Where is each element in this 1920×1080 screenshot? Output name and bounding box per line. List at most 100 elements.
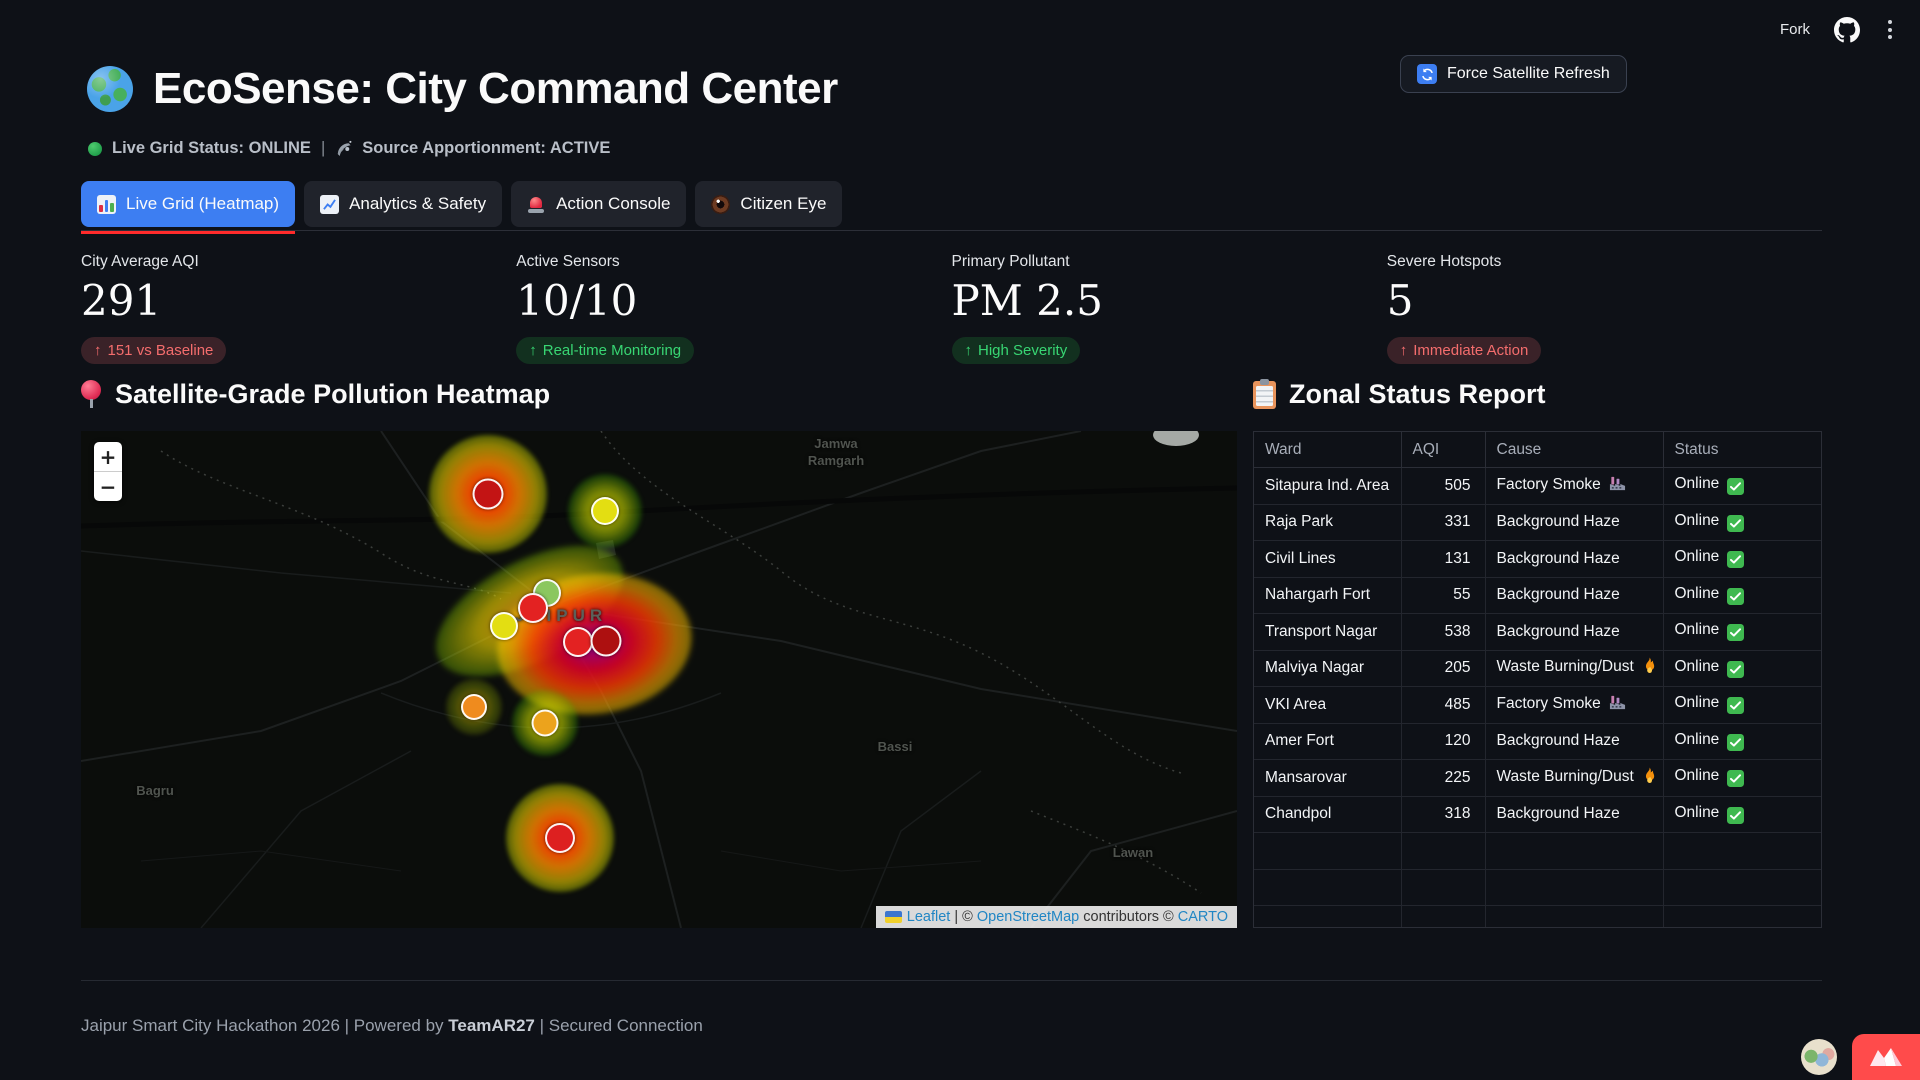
cause-text: Background Haze [1496,805,1620,823]
metric-primary-pollutant: Primary Pollutant PM 2.5 ↑ High Severity [951,253,1387,364]
status-cell: Online [1663,540,1821,578]
empty-cell [1485,905,1664,927]
tab-bar: Live Grid (Heatmap) Analytics & Safety Act… [81,181,1822,234]
status-cell: Online [1663,613,1821,651]
delta-text: 151 vs Baseline [107,341,214,359]
tab-analytics-safety[interactable]: Analytics & Safety [304,181,503,227]
metric-delta: ↑ Immediate Action [1386,336,1542,364]
cause-cell: Background Haze [1485,613,1664,651]
openstreetmap-link[interactable]: OpenStreetMap [976,909,1080,925]
zonal-status-table[interactable]: Ward AQI Cause Status Sitapura Ind. Area 505… [1253,431,1822,928]
green-dot-icon [88,141,102,156]
pollution-heatmap-map[interactable]: Jamwa Ramgarh JAIPUR Bassi Bagru Lawan + − Le… [81,431,1237,928]
aqi-cell: 485 [1401,686,1486,724]
empty-cell [1254,905,1402,927]
main-content: Force Satellite Refresh EcoSense: City C… [81,0,1822,1080]
metric-active-sensors: Active Sensors 10/10 ↑ Real-time Monitoring [516,253,951,364]
fork-button[interactable]: Fork [1780,21,1810,38]
column-header-aqi: AQI [1401,432,1486,468]
check-icon [1727,624,1745,642]
github-icon[interactable] [1834,16,1860,43]
table-row: Amer Fort 120 Background Haze Online [1254,723,1821,760]
satellite-antenna-icon [335,140,352,157]
status-cell: Online [1663,467,1821,505]
sensor-marker[interactable] [591,497,619,525]
status-text: Online [1674,475,1720,493]
table-row: Transport Nagar 538 Background Haze Online [1254,613,1821,651]
tab-citizen-eye[interactable]: Citizen Eye [695,181,843,227]
status-text: Online [1674,584,1720,602]
sensor-marker[interactable] [518,593,548,623]
empty-cell [1254,869,1402,906]
tab-label: Live Grid (Heatmap) [126,194,280,213]
tab-label: Citizen Eye [740,194,827,213]
factory-icon [1609,694,1626,716]
status-text: Online [1674,657,1720,675]
metric-value: 5 [1386,276,1414,325]
sensor-marker[interactable] [490,612,518,640]
bar-chart-icon [97,194,116,214]
metric-delta: ↑ Real-time Monitoring [516,336,695,364]
zoom-out-button[interactable]: − [99,474,117,499]
delta-arrow-icon: ↑ [964,341,973,359]
streamlit-crown-icon [1870,1048,1902,1066]
table-row: Civil Lines 131 Background Haze Online [1254,540,1821,578]
empty-cell [1485,869,1664,906]
sensor-marker[interactable] [590,625,622,657]
carto-link[interactable]: CARTO [1177,909,1228,925]
delta-text: High Severity [978,341,1068,359]
cause-text: Background Haze [1496,513,1620,531]
zoom-in-button[interactable]: + [94,442,122,472]
metric-severe-hotspots: Severe Hotspots 5 ↑ Immediate Action [1386,253,1822,364]
force-satellite-refresh-button[interactable]: Force Satellite Refresh [1400,55,1627,93]
sensor-marker[interactable] [472,478,504,510]
cause-cell: Factory Smoke [1485,686,1664,724]
status-text: Online [1674,511,1720,529]
tab-live-grid-heatmap[interactable]: Live Grid (Heatmap) [81,181,296,234]
empty-cell [1663,869,1821,906]
delta-text: Real-time Monitoring [542,341,682,359]
cause-text: Factory Smoke [1496,475,1601,493]
table-section-title: Zonal Status Report [1253,378,1822,410]
delta-text: Immediate Action [1413,341,1529,359]
sensor-marker[interactable] [545,823,575,853]
empty-cell [1401,905,1486,927]
sensor-marker[interactable] [461,694,487,720]
status-live-text: Live Grid Status: ONLINE [112,139,311,157]
status-cell: Online [1663,723,1821,760]
app-author-avatar[interactable] [1801,1039,1837,1075]
leaflet-link[interactable]: Leaflet [906,909,951,925]
streamlit-badge[interactable] [1852,1034,1920,1080]
overflow-menu-button[interactable] [1884,16,1896,43]
map-place-label: Bagru [136,783,174,798]
status-text: Online [1674,621,1720,639]
map-section-title: Satellite-Grade Pollution Heatmap [81,378,1237,410]
column-header-cause: Cause [1485,432,1664,468]
delta-arrow-icon: ↑ [529,341,537,359]
status-cell: Online [1663,504,1821,541]
column-header-ward: Ward [1254,432,1402,468]
check-icon [1727,514,1745,533]
aqi-cell: 505 [1401,467,1486,505]
status-cell: Online [1663,650,1821,687]
empty-cell [1401,869,1486,906]
footer-divider [81,980,1822,981]
line-chart-icon [320,194,340,214]
sensor-marker[interactable] [531,709,559,737]
empty-cell [1254,832,1402,870]
sensor-marker[interactable] [563,627,593,657]
fire-icon [1642,657,1657,679]
table-row: Nahargarh Fort 55 Background Haze Online [1254,577,1821,614]
metric-label: Active Sensors [516,253,620,270]
aqi-cell: 538 [1401,613,1486,651]
metric-city-average-aqi: City Average AQI 291 ↑ 151 vs Baseline [81,253,516,364]
tab-action-console[interactable]: Action Console [511,181,687,227]
table-row-empty [1254,832,1821,870]
check-icon [1727,733,1745,752]
metric-value: 291 [81,276,162,325]
metric-value: PM 2.5 [951,276,1103,325]
clipboard-icon [1253,378,1276,409]
metric-delta: ↑ High Severity [951,336,1081,364]
check-icon [1727,478,1745,496]
ward-cell: VKI Area [1254,686,1402,724]
